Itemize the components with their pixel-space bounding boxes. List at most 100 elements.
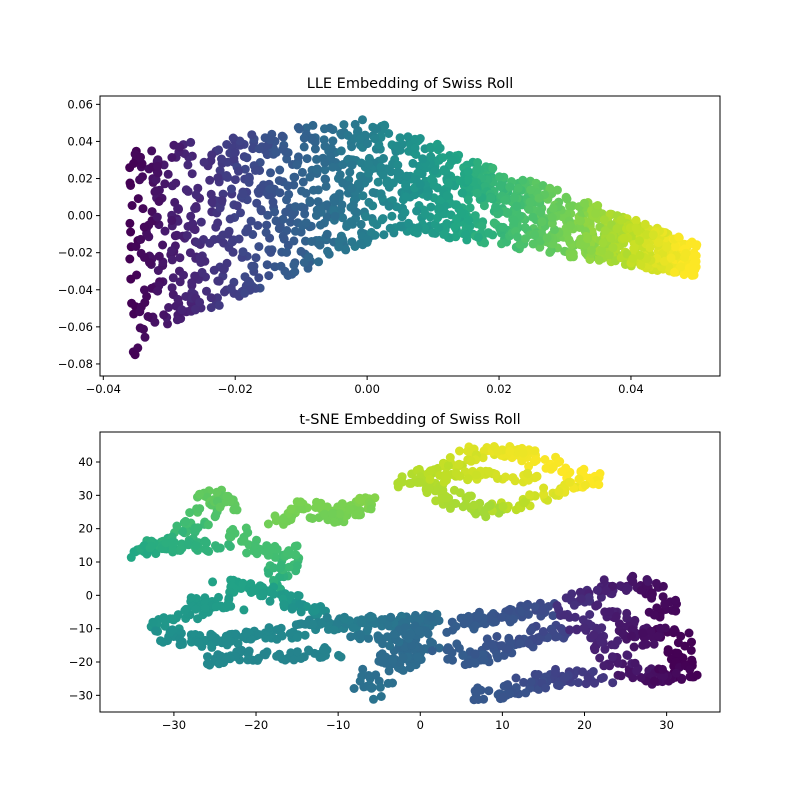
data-point (413, 478, 422, 487)
data-point (158, 240, 168, 250)
data-point (545, 183, 555, 193)
data-point (233, 639, 243, 649)
data-point (670, 267, 679, 277)
data-point (608, 581, 617, 591)
data-point (173, 294, 183, 304)
data-point (494, 172, 504, 182)
data-point (220, 287, 229, 297)
data-point (451, 232, 461, 242)
data-point (389, 629, 399, 639)
data-point (317, 502, 327, 512)
data-point (175, 640, 185, 650)
data-point (191, 541, 201, 551)
data-point (455, 176, 465, 186)
data-point (125, 178, 135, 188)
data-point (679, 270, 689, 280)
data-point (379, 230, 389, 240)
data-point (591, 601, 601, 611)
data-point (474, 685, 484, 694)
data-point (520, 223, 530, 233)
data-point (140, 332, 150, 342)
data-point (191, 203, 201, 213)
data-point (293, 152, 303, 162)
data-point (224, 539, 234, 549)
data-point (423, 192, 432, 201)
tsne-y-axis: −30 −20 −10 0 10 20 30 40 (69, 455, 100, 702)
data-point (635, 250, 645, 260)
data-point (299, 142, 309, 152)
y-tick-label: −0.02 (58, 246, 93, 260)
data-point (312, 165, 322, 175)
data-point (509, 193, 519, 203)
data-point (628, 577, 638, 587)
data-point (404, 218, 413, 228)
data-point (674, 232, 684, 242)
data-point (330, 193, 340, 203)
data-point (397, 477, 407, 487)
data-point (275, 165, 285, 175)
data-point (347, 142, 357, 152)
data-point (177, 305, 187, 315)
data-point (536, 207, 546, 217)
data-point (256, 183, 265, 193)
data-point (221, 655, 231, 664)
data-point (283, 181, 293, 191)
data-point (526, 626, 535, 636)
data-point (355, 134, 365, 144)
data-point (246, 216, 256, 226)
data-point (524, 204, 534, 214)
data-point (572, 625, 582, 635)
data-point (472, 470, 481, 480)
data-point (193, 523, 203, 533)
data-point (483, 502, 493, 511)
y-tick-label: 10 (78, 555, 93, 569)
data-point (403, 132, 413, 142)
data-point (465, 203, 475, 213)
data-point (277, 631, 287, 641)
data-point (271, 216, 281, 226)
x-tick-label: 0.04 (618, 382, 644, 396)
data-point (412, 206, 422, 216)
data-point (126, 552, 136, 562)
data-point (464, 491, 474, 501)
data-point (172, 521, 182, 531)
data-point (125, 254, 135, 264)
data-point (591, 209, 601, 218)
data-point (356, 158, 366, 168)
data-point (304, 645, 313, 655)
data-point (262, 260, 272, 270)
data-point (511, 673, 521, 683)
data-point (309, 185, 318, 195)
data-point (519, 498, 529, 508)
data-point (336, 652, 346, 662)
data-point (181, 185, 191, 195)
data-point (402, 171, 412, 181)
data-point (372, 124, 382, 134)
data-point (192, 238, 202, 248)
data-point (418, 154, 428, 164)
data-point (310, 606, 320, 616)
data-point (238, 247, 248, 257)
data-point (186, 211, 196, 221)
data-point (256, 206, 266, 216)
data-point (250, 165, 260, 175)
data-point (363, 139, 372, 149)
data-point (545, 247, 555, 257)
data-point (388, 178, 398, 188)
data-point (491, 202, 500, 212)
data-point (407, 640, 417, 650)
data-point (135, 175, 145, 185)
data-point (426, 612, 436, 622)
data-point (560, 672, 570, 682)
data-point (244, 646, 254, 656)
data-point (275, 188, 285, 198)
data-point (442, 493, 452, 503)
data-point (247, 130, 257, 140)
data-point (619, 233, 629, 243)
data-point (612, 224, 622, 234)
data-point (505, 446, 515, 456)
data-point (645, 243, 655, 253)
data-point (579, 623, 589, 633)
data-point (608, 678, 618, 688)
data-point (398, 653, 408, 662)
